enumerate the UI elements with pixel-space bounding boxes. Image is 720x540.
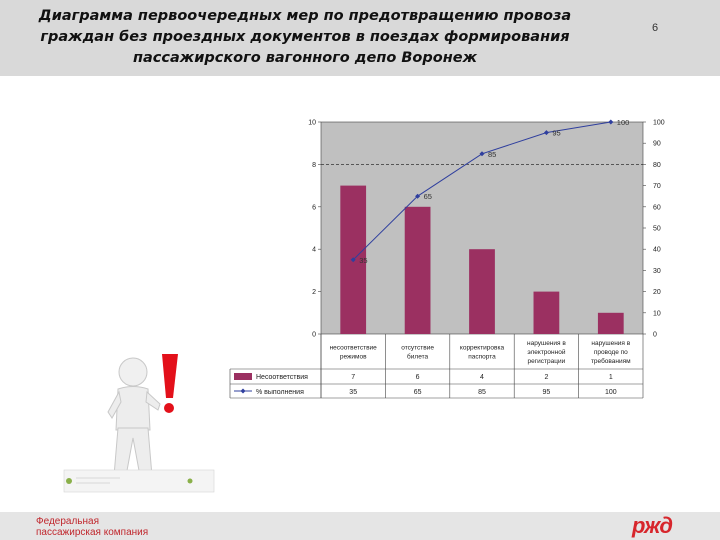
y-left-tick-label: 8 bbox=[312, 162, 316, 169]
table-cell: 65 bbox=[414, 389, 422, 396]
table-cell: 85 bbox=[478, 389, 486, 396]
footer-doc-thumbnail bbox=[63, 469, 215, 493]
y-right-tick-label: 80 bbox=[653, 162, 661, 169]
category-label: нарушения в bbox=[591, 340, 630, 347]
data-label: 100 bbox=[617, 118, 630, 127]
line-point bbox=[543, 130, 549, 136]
category-label: отсутствие bbox=[401, 345, 434, 352]
table-cell: 4 bbox=[480, 374, 484, 381]
legend-bar-swatch bbox=[234, 373, 252, 380]
data-label: 35 bbox=[359, 256, 367, 265]
category-label: корректировка bbox=[460, 345, 505, 352]
bar bbox=[469, 249, 495, 334]
table-cell: 7 bbox=[351, 374, 355, 381]
category-label: регистрации bbox=[528, 358, 566, 365]
category-label: электронной bbox=[527, 348, 565, 356]
y-left-tick-label: 6 bbox=[312, 204, 316, 211]
bar bbox=[597, 312, 624, 334]
slide-number: 6 bbox=[652, 22, 659, 34]
figure-body bbox=[115, 386, 151, 431]
bar bbox=[404, 206, 431, 334]
figure-legs bbox=[113, 427, 153, 477]
y-right-tick-label: 70 bbox=[653, 183, 661, 190]
table-cell: 6 bbox=[416, 374, 420, 381]
line-point bbox=[350, 257, 356, 263]
y-right-tick-label: 50 bbox=[653, 226, 661, 233]
y-left-tick-label: 0 bbox=[312, 332, 316, 339]
y-right-tick-label: 60 bbox=[653, 204, 661, 211]
y-right-tick-label: 40 bbox=[653, 247, 661, 254]
slide-title: Диаграмма первоочередных мер по предотвр… bbox=[38, 8, 572, 66]
figure-head bbox=[118, 357, 148, 387]
table-cell: 95 bbox=[543, 389, 551, 396]
category-label: нарушения в bbox=[527, 340, 566, 347]
table-cell: 100 bbox=[605, 389, 617, 396]
figure-arm-right bbox=[145, 390, 161, 411]
y-left-tick-label: 4 bbox=[312, 247, 316, 254]
category-label: проводе по bbox=[594, 349, 628, 356]
y-right-tick-label: 100 bbox=[653, 120, 665, 127]
data-label: 95 bbox=[552, 129, 560, 138]
data-label: 65 bbox=[424, 192, 432, 201]
line-point bbox=[608, 119, 614, 125]
category-label: несоответствие bbox=[330, 345, 378, 352]
y-right-tick-label: 10 bbox=[653, 310, 661, 317]
category-label: требованиям bbox=[591, 357, 631, 365]
legend-bar-label: Несоответствия bbox=[256, 374, 308, 381]
exclamation-dot bbox=[164, 403, 174, 413]
y-left-tick-label: 10 bbox=[308, 120, 316, 127]
y-right-tick-label: 30 bbox=[653, 268, 661, 275]
y-left-tick-label: 2 bbox=[312, 289, 316, 296]
legend-line-label: % выполнения bbox=[256, 389, 304, 396]
category-label: билета bbox=[407, 353, 428, 361]
table-cell: 2 bbox=[544, 374, 548, 381]
bar bbox=[533, 291, 560, 334]
rzd-logo: ржд bbox=[632, 513, 673, 538]
y-right-tick-label: 90 bbox=[653, 141, 661, 148]
slide-header: Диаграмма первоочередных мер по предотвр… bbox=[0, 0, 720, 76]
slide-footer: Федеральная пассажирская компания ржд bbox=[0, 512, 720, 540]
y-right-tick-label: 0 bbox=[653, 332, 657, 339]
person-figure bbox=[90, 354, 186, 486]
figure-arm-left bbox=[107, 390, 122, 419]
y-right-tick-label: 20 bbox=[653, 289, 661, 296]
table-cell: 35 bbox=[349, 389, 357, 396]
line-point bbox=[479, 151, 485, 157]
category-label: режимов bbox=[340, 354, 367, 361]
data-label: 85 bbox=[488, 150, 496, 159]
table-cell: 1 bbox=[609, 374, 613, 381]
line-point bbox=[415, 193, 421, 199]
company-name: Федеральная пассажирская компания bbox=[36, 516, 149, 538]
category-label: паспорта bbox=[468, 354, 496, 361]
exclamation-bar bbox=[162, 354, 178, 398]
